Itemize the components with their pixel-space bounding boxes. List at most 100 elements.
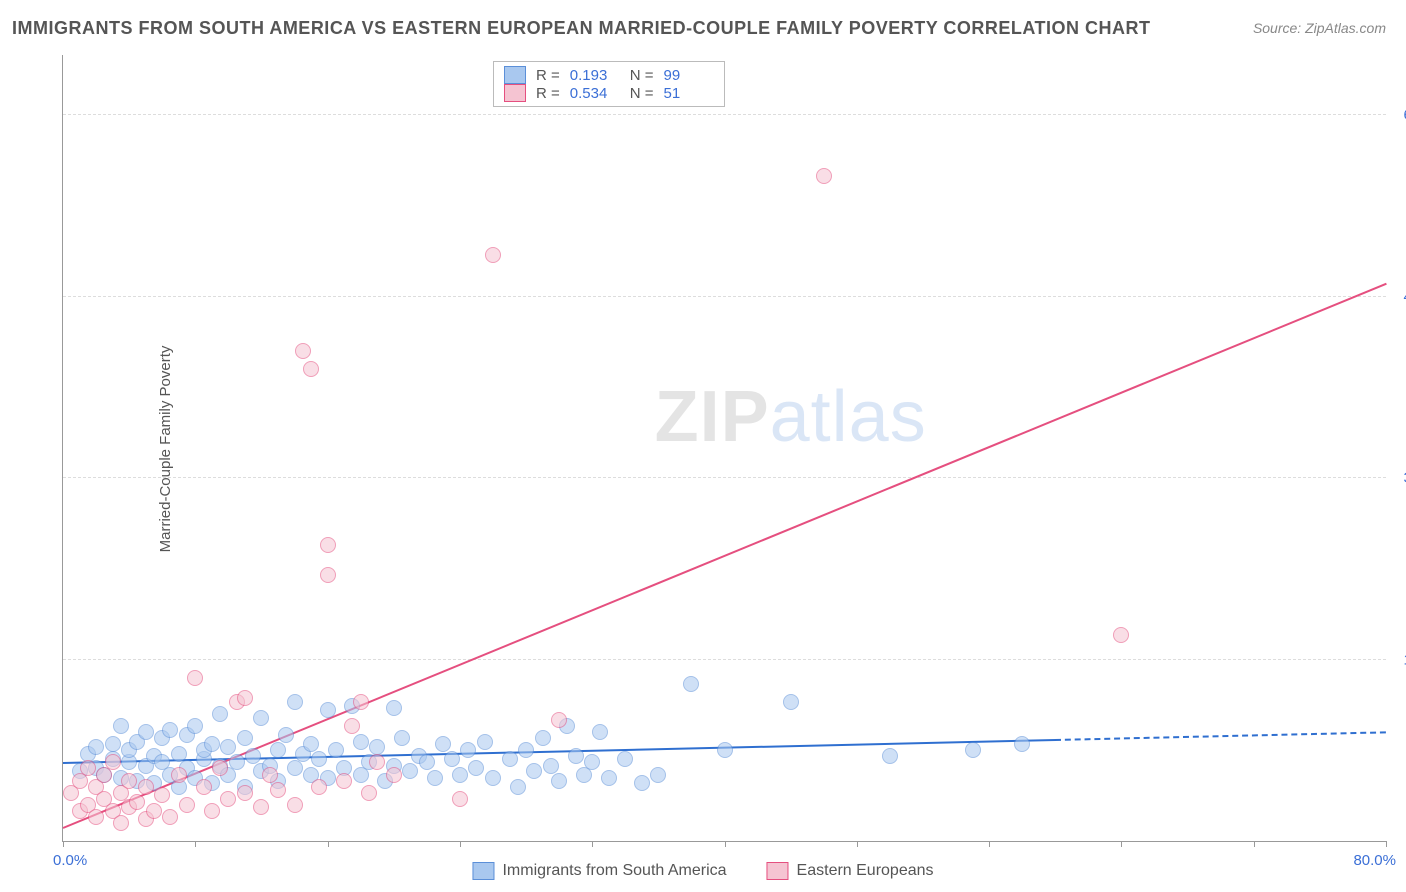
r-label: R =	[536, 85, 560, 102]
swatch-series-1	[472, 862, 494, 880]
data-point	[88, 809, 104, 825]
legend-row-series-1: R = 0.193 N = 99	[504, 66, 714, 84]
data-point	[113, 815, 129, 831]
data-point	[386, 700, 402, 716]
x-tick	[328, 841, 329, 847]
data-point	[138, 724, 154, 740]
data-point	[502, 751, 518, 767]
legend-label-1: Immigrants from South America	[502, 862, 726, 880]
data-point	[336, 773, 352, 789]
data-point	[402, 763, 418, 779]
data-point	[427, 770, 443, 786]
data-point	[287, 760, 303, 776]
data-point	[568, 748, 584, 764]
data-point	[584, 754, 600, 770]
data-point	[245, 748, 261, 764]
data-point	[617, 751, 633, 767]
data-point	[353, 694, 369, 710]
data-point	[882, 748, 898, 764]
data-point	[551, 773, 567, 789]
data-point	[220, 739, 236, 755]
data-point	[468, 760, 484, 776]
data-point	[311, 779, 327, 795]
data-point	[237, 690, 253, 706]
data-point	[683, 676, 699, 692]
data-point	[717, 742, 733, 758]
data-point	[105, 736, 121, 752]
x-tick	[857, 841, 858, 847]
chart-area: Married-Couple Family Poverty ZIPatlas R…	[50, 55, 1386, 842]
y-tick-label: 30.0%	[1391, 470, 1406, 487]
data-point	[601, 770, 617, 786]
trend-line-extrapolated	[1055, 731, 1386, 741]
source-attribution: Source: ZipAtlas.com	[1253, 20, 1386, 36]
legend-item-2: Eastern Europeans	[767, 862, 934, 880]
watermark: ZIPatlas	[655, 376, 927, 458]
legend-item-1: Immigrants from South America	[472, 862, 726, 880]
correlation-legend: R = 0.193 N = 99 R = 0.534 N = 51	[493, 61, 725, 107]
data-point	[477, 734, 493, 750]
data-point	[253, 799, 269, 815]
series-legend: Immigrants from South America Eastern Eu…	[472, 862, 933, 880]
gridline	[63, 296, 1386, 297]
data-point	[965, 742, 981, 758]
data-point	[460, 742, 476, 758]
data-point	[303, 361, 319, 377]
data-point	[303, 736, 319, 752]
data-point	[543, 758, 559, 774]
data-point	[435, 736, 451, 752]
data-point	[419, 754, 435, 770]
data-point	[361, 785, 377, 801]
data-point	[105, 754, 121, 770]
data-point	[369, 739, 385, 755]
data-point	[452, 767, 468, 783]
data-point	[485, 770, 501, 786]
data-point	[262, 767, 278, 783]
data-point	[113, 718, 129, 734]
n-value-1: 99	[664, 67, 714, 84]
data-point	[634, 775, 650, 791]
data-point	[154, 787, 170, 803]
x-tick	[1121, 841, 1122, 847]
n-label: N =	[630, 85, 654, 102]
data-point	[444, 751, 460, 767]
data-point	[320, 537, 336, 553]
x-tick	[725, 841, 726, 847]
swatch-series-2	[767, 862, 789, 880]
data-point	[121, 773, 137, 789]
legend-label-2: Eastern Europeans	[797, 862, 934, 880]
data-point	[129, 794, 145, 810]
swatch-series-1	[504, 66, 526, 84]
data-point	[518, 742, 534, 758]
n-label: N =	[630, 67, 654, 84]
data-point	[386, 767, 402, 783]
data-point	[278, 727, 294, 743]
data-point	[138, 779, 154, 795]
data-point	[237, 730, 253, 746]
swatch-series-2	[504, 84, 526, 102]
data-point	[394, 730, 410, 746]
data-point	[212, 706, 228, 722]
data-point	[311, 751, 327, 767]
data-point	[535, 730, 551, 746]
x-tick	[1386, 841, 1387, 847]
gridline	[63, 477, 1386, 478]
y-tick-label: 45.0%	[1391, 288, 1406, 305]
data-point	[320, 567, 336, 583]
data-point	[270, 742, 286, 758]
data-point	[526, 763, 542, 779]
data-point	[162, 722, 178, 738]
data-point	[510, 779, 526, 795]
data-point	[270, 782, 286, 798]
r-value-2: 0.534	[570, 85, 620, 102]
data-point	[650, 767, 666, 783]
x-origin-label: 0.0%	[53, 852, 87, 869]
data-point	[80, 760, 96, 776]
x-max-label: 80.0%	[1353, 852, 1396, 869]
legend-row-series-2: R = 0.534 N = 51	[504, 84, 714, 102]
data-point	[1014, 736, 1030, 752]
r-label: R =	[536, 67, 560, 84]
data-point	[287, 797, 303, 813]
data-point	[187, 670, 203, 686]
data-point	[551, 712, 567, 728]
